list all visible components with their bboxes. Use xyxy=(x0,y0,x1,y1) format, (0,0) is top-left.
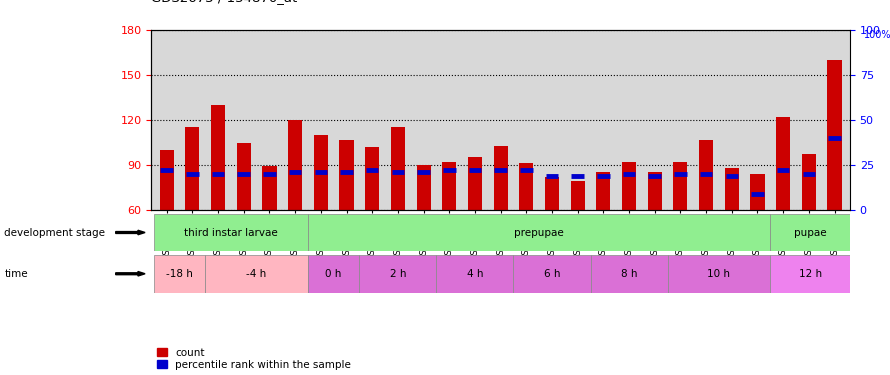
Text: -4 h: -4 h xyxy=(247,269,267,279)
Text: third instar larvae: third instar larvae xyxy=(184,228,278,237)
Bar xyxy=(545,177,559,210)
Text: 12 h: 12 h xyxy=(798,269,821,279)
Bar xyxy=(263,166,277,210)
Text: prepupae: prepupae xyxy=(514,228,564,237)
Bar xyxy=(802,154,816,210)
Bar xyxy=(391,128,405,210)
Bar xyxy=(622,162,636,210)
Bar xyxy=(237,142,251,210)
Bar xyxy=(519,164,533,210)
Bar xyxy=(365,147,379,210)
Bar xyxy=(159,150,174,210)
Text: pupae: pupae xyxy=(794,228,827,237)
Bar xyxy=(206,255,308,292)
Bar xyxy=(674,162,687,210)
Bar xyxy=(776,117,790,210)
Bar xyxy=(339,140,353,210)
Bar xyxy=(442,162,457,210)
Bar xyxy=(436,255,514,292)
Bar xyxy=(591,255,668,292)
Bar xyxy=(211,105,225,210)
Bar xyxy=(154,255,206,292)
Bar xyxy=(648,172,662,210)
Text: 10 h: 10 h xyxy=(708,269,731,279)
Bar xyxy=(514,255,591,292)
Bar xyxy=(360,255,436,292)
Bar xyxy=(185,128,199,210)
Bar xyxy=(771,255,850,292)
Bar xyxy=(750,174,765,210)
Bar xyxy=(828,60,842,210)
Bar xyxy=(494,146,507,210)
Text: 8 h: 8 h xyxy=(621,269,637,279)
Bar xyxy=(771,214,850,251)
Bar xyxy=(308,214,771,251)
Text: 2 h: 2 h xyxy=(390,269,406,279)
Text: -18 h: -18 h xyxy=(166,269,193,279)
Text: 0 h: 0 h xyxy=(326,269,342,279)
Bar xyxy=(668,255,771,292)
Bar xyxy=(596,172,611,210)
Bar xyxy=(314,135,328,210)
Bar xyxy=(468,158,482,210)
Bar xyxy=(699,140,713,210)
Text: 4 h: 4 h xyxy=(466,269,483,279)
Bar xyxy=(417,165,431,210)
Bar xyxy=(308,255,360,292)
Bar xyxy=(154,214,308,251)
Bar xyxy=(288,120,303,210)
Text: GDS2673 / 154870_at: GDS2673 / 154870_at xyxy=(151,0,297,4)
Text: time: time xyxy=(4,269,28,279)
Text: 6 h: 6 h xyxy=(544,269,560,279)
Bar xyxy=(724,168,739,210)
Bar xyxy=(570,182,585,210)
Text: development stage: development stage xyxy=(4,228,105,237)
Legend: count, percentile rank within the sample: count, percentile rank within the sample xyxy=(157,348,352,370)
Text: 100%: 100% xyxy=(864,30,890,40)
